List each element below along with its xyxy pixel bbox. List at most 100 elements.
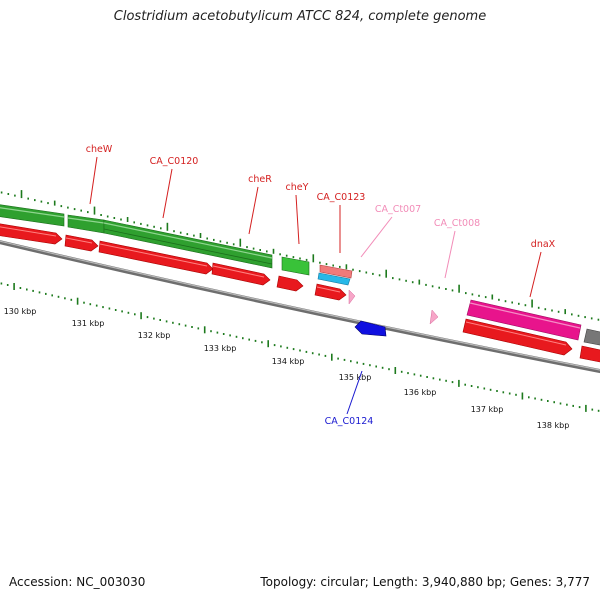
scale-tick [89,303,92,306]
scale-tick [418,279,421,285]
scale-tick [186,233,189,236]
misc-feature-salmon [319,264,353,279]
gene-label[interactable]: cheW [86,144,113,155]
scale-tick [53,200,56,206]
scale-tick [51,294,53,297]
green-feature [0,204,65,227]
scale-tick [73,208,76,211]
scale-tick [521,392,524,400]
scale-tick [173,230,175,233]
kbp-label: 137 kbp [471,405,504,414]
gene-label[interactable]: CA_Ct007 [375,204,421,215]
scale-tick [292,348,295,351]
scale-tick [120,218,122,221]
gene-label[interactable]: cheY [286,182,309,193]
scale-tick [325,263,328,266]
scale-tick [547,400,549,402]
scale-tick [14,194,16,197]
scale-tick [60,205,63,208]
scale-tick [166,222,169,231]
scale-tick [511,301,513,304]
scale-tick [400,370,403,373]
scale-tick [498,298,500,301]
scale-tick [385,269,387,278]
gene-label[interactable]: CA_C0123 [317,192,366,203]
scale-tick [477,386,479,389]
gene-label[interactable]: CA_C0120 [150,156,199,167]
green-feature [281,256,310,276]
scale-tick [564,309,566,315]
scale-tick [100,214,102,216]
gene-label[interactable]: cheR [248,174,272,185]
gene-label[interactable]: dnaX [531,239,556,250]
scale-tick [407,372,409,375]
scale-tick [239,238,242,247]
label-leader-line [89,156,98,205]
scale-tick [392,277,394,280]
cds-arrow [314,283,347,301]
scale-tick [451,289,454,292]
scale-tick [197,327,200,330]
gene-label[interactable]: CA_Ct008 [434,218,480,229]
scale-tick [199,233,202,238]
scale-tick [540,398,543,401]
scale-tick [572,404,574,407]
label-leader-line [248,186,259,235]
green-feature [67,214,105,234]
topology-summary: Topology: circular; Length: 3,940,880 bp… [260,575,590,589]
scale-tick [7,193,10,195]
scale-tick [47,202,49,205]
trna-arrow [429,309,439,325]
scale-tick [484,296,487,299]
scale-tick [365,271,368,274]
scale-tick [261,341,263,344]
scale-tick [553,401,555,404]
scale-tick [159,319,161,321]
scale-tick [134,313,136,316]
scale-tick [219,240,222,243]
scale-tick [411,281,414,284]
cds-reverse-blue [354,320,387,337]
cds-arrow [211,262,271,286]
scale-tick [146,316,149,319]
scale-tick [146,224,149,227]
scale-tick [106,215,109,218]
trna-arrow [348,289,356,305]
scale-tick [126,217,129,222]
green-feature-track [0,204,600,346]
label-leader-line [529,251,542,298]
scale-tick [578,406,581,409]
cds-forward-track [0,223,600,363]
scale-tick [350,360,352,363]
scale-tick [279,253,281,256]
scale-tick [331,353,333,361]
scale-tick [210,330,212,333]
scale-tick [19,287,22,289]
scale-tick [369,364,371,367]
scale-tick [191,326,193,328]
scale-tick [83,301,85,304]
scale-tick [108,307,111,310]
scale-tick [470,385,473,387]
scale-tick [67,206,69,209]
scale-tick [26,288,28,291]
scale-tick [299,349,301,352]
grey-feature [583,328,600,346]
scale-tick [140,312,142,320]
scale-tick [445,379,447,382]
scale-tick [184,324,187,327]
scale-tick [528,396,530,399]
kbp-label: 136 kbp [404,388,437,397]
scale-tick [491,294,494,300]
rrna-feature [466,299,582,341]
scale-tick [242,337,244,340]
scale-tick [419,374,422,377]
scale-tick [113,217,116,219]
misc-feature-cyan [317,272,351,286]
gene-label[interactable]: CA_C0124 [325,416,374,427]
scale-tick [508,392,511,395]
scale-tick [172,321,174,324]
scale-tick [504,300,507,303]
scale-tick [544,308,547,311]
